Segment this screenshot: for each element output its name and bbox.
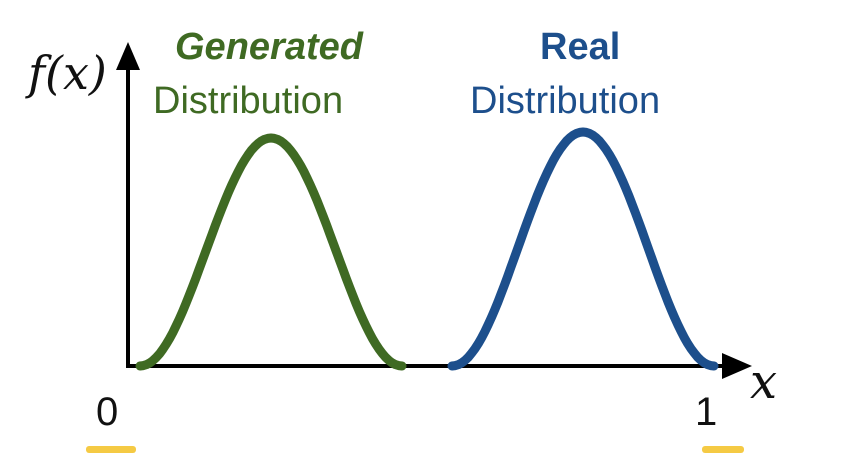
real-distribution-title: Real	[540, 26, 621, 68]
real-distribution-curve	[447, 127, 719, 371]
x-tick-start: 0	[96, 390, 119, 434]
y-axis-arrowhead	[116, 42, 140, 70]
highlight-mark-start	[86, 446, 136, 453]
y-axis-label: f(x)	[28, 46, 107, 100]
x-axis-label: x	[750, 354, 778, 410]
generated-distribution-subtitle: Distribution	[153, 80, 344, 122]
generated-distribution-curve	[135, 133, 407, 371]
real-distribution-subtitle: Distribution	[470, 80, 661, 122]
x-tick-end: 1	[695, 390, 718, 434]
x-axis-arrowhead	[722, 353, 752, 379]
highlight-mark-end	[702, 446, 744, 453]
generated-distribution-title: Generated	[175, 26, 363, 68]
